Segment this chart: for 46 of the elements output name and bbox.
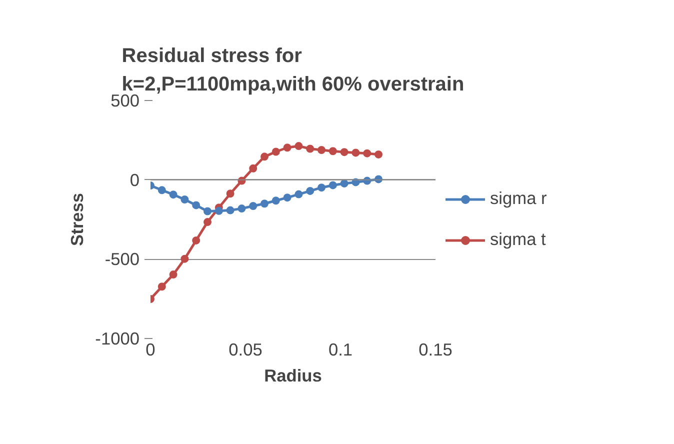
point (238, 204, 246, 213)
x-axis-title: Radius (264, 366, 322, 386)
point (294, 190, 303, 198)
point (328, 181, 337, 190)
point (169, 270, 178, 279)
point (204, 207, 212, 216)
point (226, 206, 234, 214)
point (158, 186, 166, 194)
point (272, 196, 280, 205)
point (283, 194, 292, 202)
point (352, 148, 360, 157)
point (328, 147, 337, 156)
point (318, 184, 326, 192)
point (226, 190, 234, 198)
point (204, 218, 212, 226)
point (374, 150, 382, 158)
point (363, 149, 372, 158)
point (192, 201, 200, 210)
point (306, 186, 314, 195)
point (192, 236, 200, 244)
legend-label: sigma t (490, 229, 546, 250)
x-tick-label: 0 (146, 340, 156, 360)
point (260, 152, 268, 161)
point (249, 202, 258, 210)
point (180, 196, 189, 204)
point (272, 148, 280, 156)
point (180, 254, 189, 263)
point (340, 179, 348, 188)
point (283, 144, 292, 152)
point (340, 148, 348, 156)
x-tick-label: 0.05 (228, 340, 262, 360)
point (294, 142, 303, 150)
point (260, 200, 268, 208)
point (306, 144, 314, 153)
point (249, 164, 258, 172)
point (169, 190, 178, 199)
y-tick-label: -1000 (95, 328, 140, 348)
x-tick-label: 0.15 (418, 340, 452, 360)
x-tick-label: 0.1 (328, 340, 353, 360)
point (318, 146, 326, 154)
y-tick-label: 0 (130, 170, 140, 190)
y-axis-title: Stress (67, 193, 88, 246)
legend-label: sigma r (490, 188, 547, 209)
point (214, 206, 223, 215)
point (158, 282, 166, 291)
y-tick-label: -500 (104, 249, 140, 270)
